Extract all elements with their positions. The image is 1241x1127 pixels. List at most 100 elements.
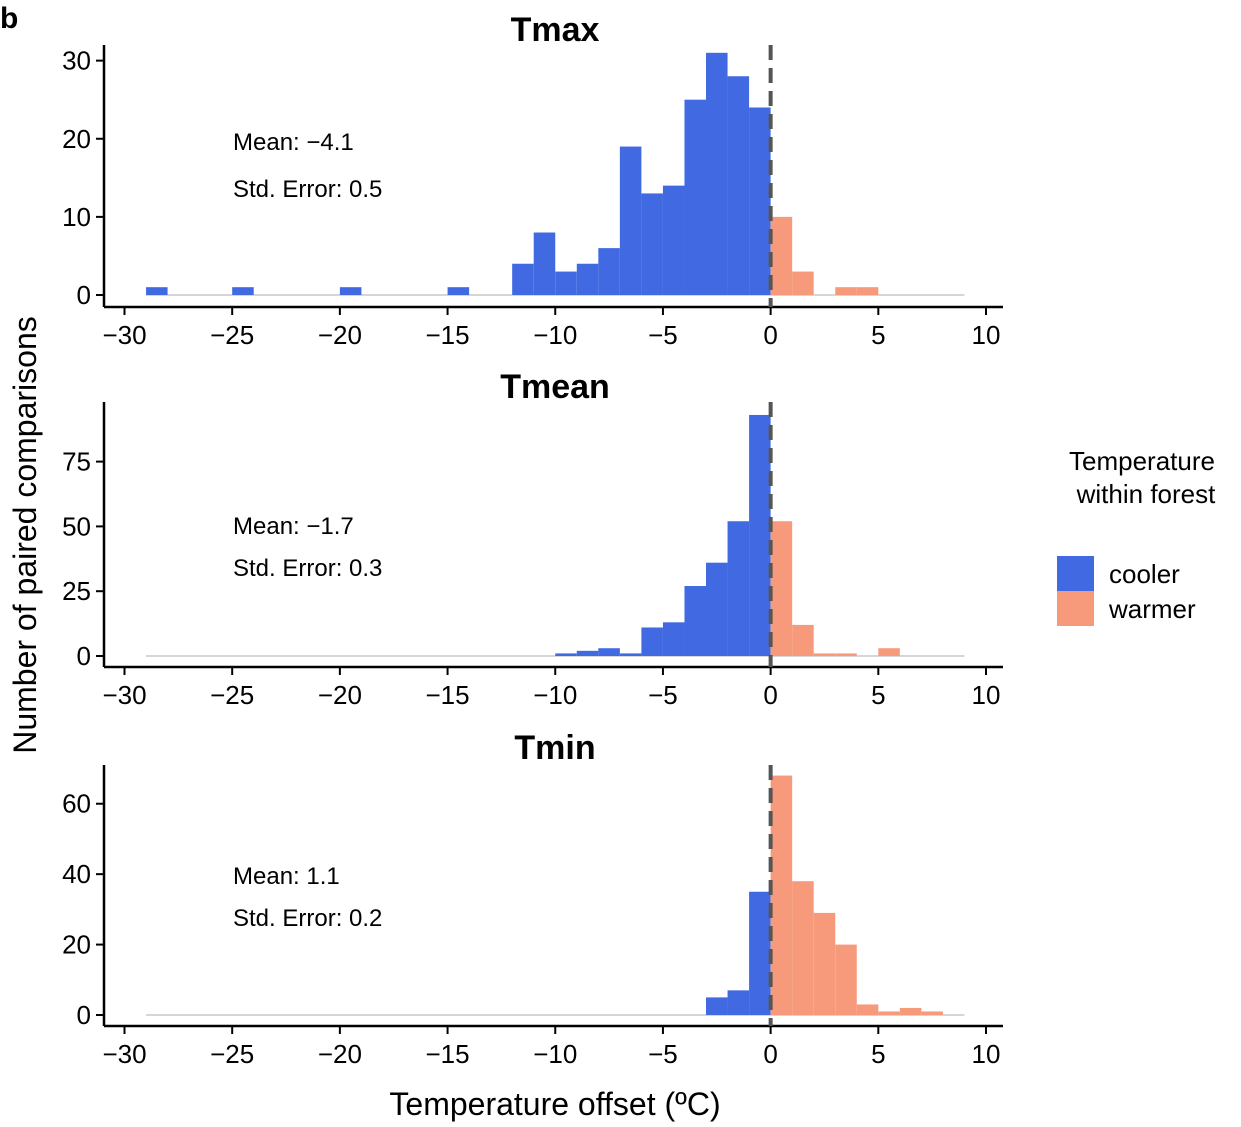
x-tick-label: −10 xyxy=(533,1039,577,1069)
x-axis-label: Temperature offset (ºC) xyxy=(389,1086,720,1122)
histogram-bar-cooler xyxy=(576,263,599,295)
x-tick-label: −20 xyxy=(318,680,362,710)
histogram-bar-cooler xyxy=(706,997,728,1015)
histogram-bar-warmer xyxy=(835,287,857,295)
x-tick-label: −5 xyxy=(648,320,678,350)
histogram-bar-cooler xyxy=(684,99,707,295)
std-error-annotation: Std. Error: 0.3 xyxy=(233,555,382,582)
x-tick-label: −15 xyxy=(426,320,470,350)
histogram-bar-cooler xyxy=(619,653,642,656)
x-tick-label: 5 xyxy=(871,680,885,710)
x-tick-label: −20 xyxy=(318,1039,362,1069)
panel-title: Tmax xyxy=(511,11,600,49)
histogram-bar-cooler xyxy=(727,521,750,656)
panel-tmean: Tmean 0 25 50 75 −30 −25 −20 −15 −10 −5 0 5 10 Mean: −… xyxy=(62,368,1003,710)
histogram-bar-warmer xyxy=(770,521,793,656)
histogram-bar-cooler xyxy=(576,650,599,656)
mean-annotation: Mean: −1.7 xyxy=(233,513,354,540)
legend-label-cooler: cooler xyxy=(1109,559,1180,589)
x-tick-label: −30 xyxy=(102,680,146,710)
histogram-bar-cooler xyxy=(619,146,642,295)
y-tick-label: 10 xyxy=(62,202,91,232)
x-tick-label: 10 xyxy=(972,320,1001,350)
std-error-annotation: Std. Error: 0.2 xyxy=(233,905,382,932)
histogram-bar-cooler xyxy=(684,586,707,656)
y-tick-label: 50 xyxy=(62,511,91,541)
mean-annotation: Mean: 1.1 xyxy=(233,863,340,890)
y-tick-label: 20 xyxy=(62,930,91,960)
histogram-bar-warmer xyxy=(770,216,793,295)
histogram-bar-warmer xyxy=(813,912,836,1015)
histogram-bar-cooler xyxy=(749,107,771,295)
legend-title-line1: Temperature xyxy=(1069,446,1215,476)
x-tick-label: 5 xyxy=(871,1039,885,1069)
histogram-bar-warmer xyxy=(899,1007,922,1015)
legend-swatch-cooler xyxy=(1057,556,1094,591)
histogram-bar-cooler xyxy=(662,185,685,295)
x-tick-label: −30 xyxy=(102,320,146,350)
histogram-bar-cooler xyxy=(447,287,470,295)
x-tick-label: −20 xyxy=(318,320,362,350)
histogram-bar-warmer xyxy=(835,944,857,1015)
y-tick-label: 25 xyxy=(62,576,91,606)
histogram-bar-cooler xyxy=(339,287,362,295)
y-tick-label: 0 xyxy=(77,280,91,310)
histogram-bar-warmer xyxy=(856,287,879,295)
x-tick-label: 0 xyxy=(763,320,777,350)
x-tick-label: −15 xyxy=(426,1039,470,1069)
histogram-bar-cooler xyxy=(598,248,620,295)
histogram-bar-warmer xyxy=(770,775,793,1015)
histogram-bar-warmer xyxy=(921,1011,943,1015)
y-tick-label: 40 xyxy=(62,859,91,889)
y-tick-label: 0 xyxy=(77,641,91,671)
y-tick-label: 75 xyxy=(62,447,91,477)
x-tick-label: −15 xyxy=(426,680,470,710)
histogram-bar-cooler xyxy=(727,990,750,1015)
x-tick-label: −5 xyxy=(648,1039,678,1069)
x-tick-label: 0 xyxy=(763,1039,777,1069)
panel-title: Tmean xyxy=(500,368,610,406)
x-tick-label: −25 xyxy=(210,680,254,710)
x-tick-label: −10 xyxy=(533,680,577,710)
y-axis-label: Number of paired comparisons xyxy=(7,316,43,754)
histogram-bar-cooler xyxy=(598,648,620,656)
histogram-bar-cooler xyxy=(232,287,254,295)
histogram-bar-warmer xyxy=(856,1004,879,1015)
x-tick-label: 0 xyxy=(763,680,777,710)
histogram-bar-warmer xyxy=(878,1011,900,1015)
panel-tmin: Tmin 0 20 40 60 −30 −25 −20 −15 −10 −5 0 5 10 Mean: 1.… xyxy=(62,729,1003,1069)
histogram-bar-cooler xyxy=(641,193,663,295)
histogram-bar-warmer xyxy=(792,624,814,656)
y-tick-label: 60 xyxy=(62,789,91,819)
x-tick-label: 10 xyxy=(972,680,1001,710)
panel-title: Tmin xyxy=(514,729,595,767)
y-tick-label: 20 xyxy=(62,124,91,154)
panel-label: b xyxy=(0,2,18,35)
x-tick-label: −25 xyxy=(210,1039,254,1069)
histogram-bar-cooler xyxy=(533,232,556,295)
y-tick-label: 0 xyxy=(77,1000,91,1030)
mean-annotation: Mean: −4.1 xyxy=(233,129,354,156)
histogram-bar-cooler xyxy=(641,627,663,656)
legend: Temperature within forest cooler warmer xyxy=(1057,446,1216,626)
panel-tmax: Tmax 0 10 20 30 −30 −25 −20 −15 −10 −5 0 5 10 Mean: −4… xyxy=(62,11,1003,350)
histogram-bar-cooler xyxy=(749,891,771,1015)
x-tick-label: −10 xyxy=(533,320,577,350)
histogram-bar-cooler xyxy=(555,271,577,295)
x-tick-label: −5 xyxy=(648,680,678,710)
x-tick-label: −25 xyxy=(210,320,254,350)
histogram-bar-cooler xyxy=(706,52,728,295)
x-tick-label: −30 xyxy=(102,1039,146,1069)
legend-swatch-warmer xyxy=(1057,591,1094,626)
histogram-bar-warmer xyxy=(813,653,836,656)
x-tick-label: 10 xyxy=(972,1039,1001,1069)
std-error-annotation: Std. Error: 0.5 xyxy=(233,176,382,203)
histogram-bar-cooler xyxy=(512,263,534,295)
legend-label-warmer: warmer xyxy=(1108,594,1196,624)
histogram-bar-warmer xyxy=(792,881,814,1015)
y-tick-label: 30 xyxy=(62,46,91,76)
legend-title-line2: within forest xyxy=(1076,479,1216,509)
histogram-bar-warmer xyxy=(835,653,857,656)
x-tick-label: 5 xyxy=(871,320,885,350)
